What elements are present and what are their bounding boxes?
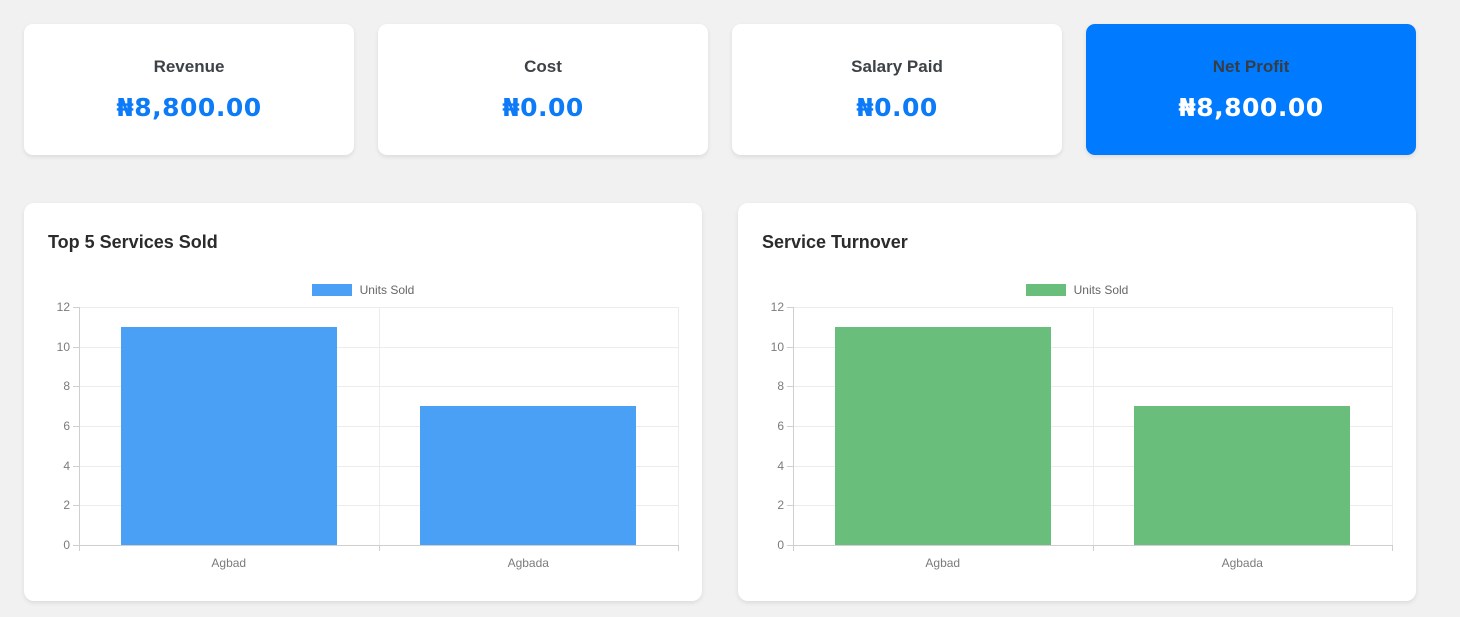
stat-card-value: ₦0.00 [502, 93, 584, 122]
y-axis-labels: 0 2 4 6 8 10 12 [48, 300, 79, 552]
x-category-label: Agbad [211, 556, 247, 570]
y-tick-mark [787, 426, 793, 427]
y-tick-label: 6 [777, 419, 784, 433]
y-tick-mark [73, 346, 79, 348]
stat-card-salary-paid: Salary Paid ₦0.00 [732, 24, 1062, 155]
stat-card-label: Salary Paid [851, 57, 943, 76]
y-tick-mark [787, 307, 793, 308]
bar-agbad [834, 326, 1051, 545]
chart-legend[interactable]: Units Sold [762, 283, 1392, 297]
plot-area[interactable] [787, 307, 1393, 551]
legend-swatch [1025, 284, 1066, 296]
chart-legend[interactable]: Units Sold [48, 283, 678, 297]
y-tick-mark [787, 346, 793, 348]
x-tick-mark [1392, 545, 1393, 551]
y-tick-label: 12 [56, 300, 70, 314]
gridline [1392, 307, 1393, 545]
gridline [79, 307, 80, 545]
stat-card-value: ₦0.00 [856, 93, 938, 122]
legend-label: Units Sold [1073, 283, 1129, 297]
y-tick-mark [73, 505, 79, 507]
chart-body: 0 2 4 6 8 10 12 [762, 300, 1393, 552]
y-tick-mark [73, 545, 79, 546]
stat-card-label: Net Profit [1212, 57, 1290, 76]
stat-card-cost: Cost ₦0.00 [378, 24, 708, 155]
bar-agbada [1134, 406, 1351, 545]
y-tick-mark [787, 465, 793, 467]
chart-panel-top-services-sold: Top 5 Services Sold Units Sold 0 2 4 6 8 10 12… [24, 203, 702, 601]
stat-card-value: ₦8,800.00 [1178, 93, 1324, 122]
chart-title: Service Turnover [762, 232, 908, 252]
y-tick-label: 4 [777, 458, 784, 473]
y-tick-mark [787, 505, 793, 507]
dashboard-page: Revenue ₦8,800.00 Cost ₦0.00 Salary Paid… [0, 0, 1460, 601]
y-tick-mark [787, 545, 793, 546]
x-axis-labels: Agbad Agbada [79, 556, 678, 570]
chart-panel-service-turnover: Service Turnover Units Sold 0 2 4 6 8 10 12 Ag… [738, 203, 1416, 601]
chart-body: 0 2 4 6 8 10 12 [48, 300, 679, 552]
y-tick-label: 10 [770, 339, 784, 354]
gridline [1092, 307, 1094, 545]
x-category-label: Agbada [1221, 556, 1263, 570]
bar-agbada [420, 406, 637, 545]
y-tick-label: 10 [56, 339, 70, 354]
chart-title: Top 5 Services Sold [48, 232, 218, 252]
x-category-label: Agbada [507, 556, 549, 570]
x-tick-mark [678, 545, 679, 551]
plot-area[interactable] [73, 307, 679, 551]
y-tick-mark [73, 386, 79, 388]
legend-label: Units Sold [359, 283, 415, 297]
y-tick-label: 4 [63, 458, 70, 473]
y-axis-labels: 0 2 4 6 8 10 12 [762, 300, 793, 552]
y-tick-label: 2 [777, 498, 784, 513]
stat-card-label: Cost [524, 57, 562, 76]
stat-card-label: Revenue [153, 57, 225, 76]
y-tick-label: 12 [770, 300, 784, 314]
summary-cards-row: Revenue ₦8,800.00 Cost ₦0.00 Salary Paid… [0, 0, 1460, 155]
y-tick-label: 0 [777, 538, 784, 552]
x-tick-mark [378, 545, 380, 551]
y-tick-label: 2 [63, 498, 70, 513]
charts-row: Top 5 Services Sold Units Sold 0 2 4 6 8 10 12… [0, 155, 1460, 601]
y-tick-label: 6 [63, 419, 70, 433]
y-tick-mark [73, 465, 79, 467]
y-tick-label: 8 [63, 379, 70, 394]
stat-card-value: ₦8,800.00 [116, 93, 262, 122]
y-tick-label: 8 [777, 379, 784, 394]
gridline [793, 307, 794, 545]
stat-card-net-profit: Net Profit ₦8,800.00 [1086, 24, 1416, 155]
gridline [678, 307, 679, 545]
x-tick-mark [793, 545, 794, 551]
y-tick-mark [73, 307, 79, 308]
legend-swatch [311, 284, 352, 296]
y-tick-label: 0 [63, 538, 70, 552]
y-tick-mark [787, 386, 793, 388]
x-category-label: Agbad [925, 556, 961, 570]
y-tick-mark [73, 426, 79, 427]
bar-agbad [120, 326, 337, 545]
x-tick-mark [79, 545, 80, 551]
x-tick-mark [1092, 545, 1094, 551]
gridline [378, 307, 380, 545]
x-axis-labels: Agbad Agbada [793, 556, 1392, 570]
stat-card-revenue: Revenue ₦8,800.00 [24, 24, 354, 155]
